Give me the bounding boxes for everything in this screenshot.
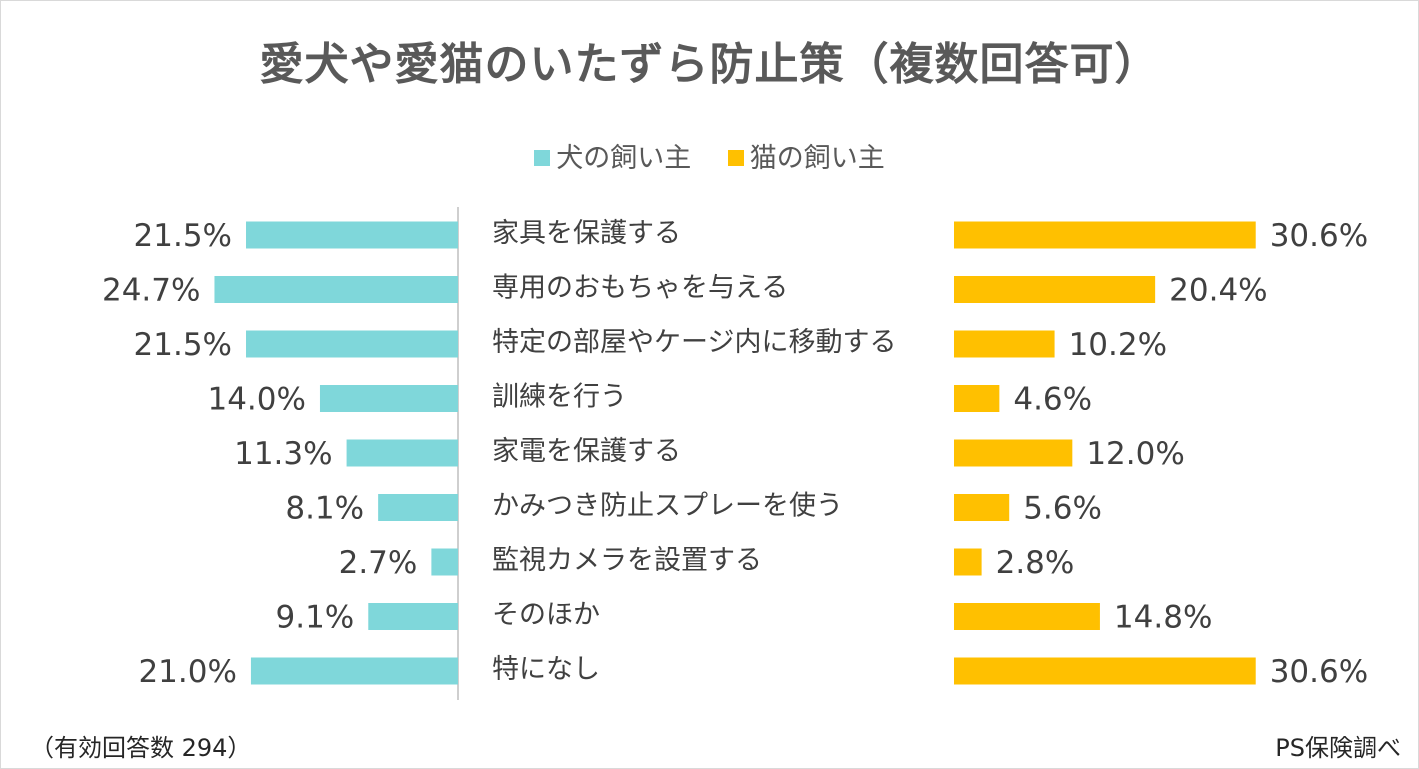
bar-dog-2: [214, 276, 458, 303]
bar-cat-3: [954, 330, 1055, 358]
legend: 犬の飼い主 猫の飼い主: [0, 136, 1419, 175]
value-label-dog-3: 21.5%: [134, 327, 232, 363]
category-label-6: かみつき防止スプレーを使う: [492, 491, 843, 522]
value-label-cat-8: 14.8%: [1114, 600, 1212, 636]
legend-item-dog: 犬の飼い主: [534, 136, 691, 175]
legend-swatch-cat: [727, 149, 744, 166]
bar-cat-8: [954, 603, 1100, 630]
value-label-dog-8: 9.1%: [276, 600, 355, 636]
value-label-cat-7: 2.8%: [996, 545, 1075, 581]
value-label-cat-6: 5.6%: [1023, 491, 1102, 527]
value-label-cat-9: 30.6%: [1270, 654, 1368, 690]
chart-title: 愛犬や愛猫のいたずら防止策（複数回答可）: [259, 39, 1160, 90]
bar-dog-7: [431, 548, 458, 576]
bar-cat-2: [954, 276, 1156, 303]
bar-cat-1: [954, 221, 1256, 249]
category-label-7: 監視カメラを設置する: [492, 545, 762, 576]
value-label-cat-1: 30.6%: [1270, 218, 1368, 254]
bar-cat-4: [954, 385, 1000, 412]
bar-dog-8: [368, 603, 458, 630]
bar-dog-6: [378, 494, 458, 521]
bar-dog-1: [246, 221, 458, 249]
value-label-cat-3: 10.2%: [1069, 327, 1167, 363]
category-label-3: 特定の部屋やケージ内に移動する: [492, 327, 896, 358]
source-note: PS保険調べ: [1275, 734, 1401, 762]
category-label-5: 家電を保護する: [492, 436, 681, 467]
category-label-9: 特になし: [492, 654, 600, 685]
category-label-2: 専用のおもちゃを与える: [492, 273, 788, 304]
value-label-dog-7: 2.7%: [339, 545, 418, 581]
bar-cat-9: [954, 657, 1256, 685]
legend-swatch-dog: [534, 149, 551, 166]
value-label-dog-1: 21.5%: [134, 218, 232, 254]
bar-cat-6: [954, 494, 1010, 521]
legend-item-cat: 猫の飼い主: [727, 136, 885, 175]
value-label-dog-2: 24.7%: [102, 273, 200, 309]
category-label-8: そのほか: [492, 600, 600, 631]
category-label-4: 訓練を行う: [492, 382, 627, 413]
bar-dog-5: [346, 439, 458, 467]
bar-dog-4: [319, 385, 458, 412]
value-label-cat-2: 20.4%: [1169, 273, 1267, 309]
bar-dog-9: [250, 657, 458, 685]
sample-size-note: （有効回答数 294）: [30, 734, 252, 762]
value-label-dog-4: 14.0%: [207, 382, 305, 418]
value-label-cat-4: 4.6%: [1013, 382, 1092, 418]
bar-cat-7: [954, 548, 982, 576]
value-label-dog-6: 8.1%: [285, 491, 364, 527]
value-label-dog-5: 11.3%: [234, 436, 332, 472]
bar-dog-3: [246, 330, 458, 358]
legend-label-cat: 猫の飼い主: [749, 143, 885, 174]
value-label-dog-9: 21.0%: [138, 654, 236, 690]
legend-label-dog: 犬の飼い主: [556, 143, 692, 174]
value-label-cat-5: 12.0%: [1086, 436, 1184, 472]
category-label-1: 家具を保護する: [492, 218, 681, 249]
bar-cat-5: [954, 439, 1073, 467]
